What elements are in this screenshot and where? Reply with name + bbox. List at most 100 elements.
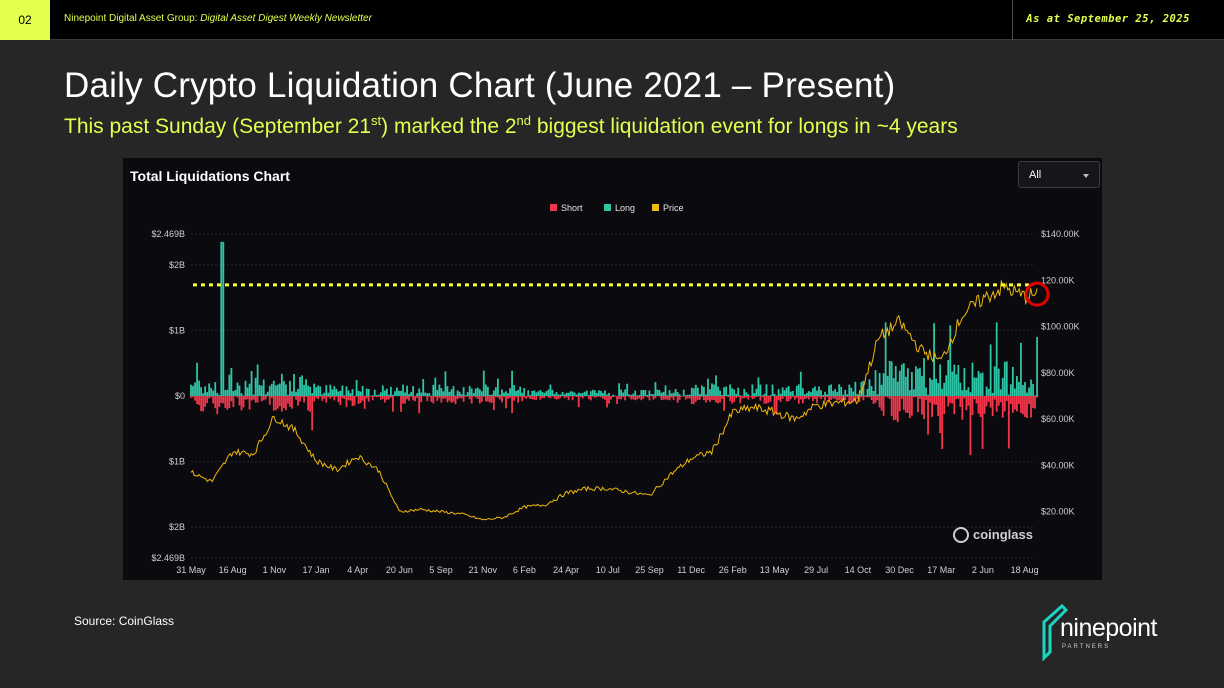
short-bar <box>727 396 730 397</box>
range-select[interactable]: All <box>1018 161 1100 188</box>
long-bar <box>908 390 911 396</box>
long-bar <box>497 378 499 396</box>
short-bar <box>278 396 281 407</box>
short-bar <box>480 396 483 402</box>
long-bar <box>604 390 606 396</box>
long-bar <box>666 395 669 396</box>
long-bar <box>355 379 358 396</box>
long-bar <box>597 390 600 396</box>
long-bar <box>836 391 839 396</box>
short-bar <box>1020 396 1022 413</box>
short-bar <box>587 396 590 400</box>
short-bar <box>456 396 459 400</box>
short-bar <box>262 396 265 401</box>
short-bar <box>250 396 253 401</box>
legend-swatch <box>652 204 659 211</box>
short-bar <box>375 396 378 398</box>
long-bar <box>719 390 721 396</box>
short-bar <box>287 396 289 404</box>
long-bar <box>499 394 501 396</box>
long-bar <box>743 388 746 396</box>
short-bar <box>428 396 431 397</box>
short-bar <box>789 396 792 400</box>
short-bar <box>636 396 639 400</box>
long-bar <box>999 389 1002 396</box>
left-tick-label: $2.469B <box>151 553 185 563</box>
short-bar <box>652 396 655 400</box>
long-bar <box>935 378 938 396</box>
long-bar <box>335 388 338 396</box>
short-bar <box>597 396 600 397</box>
short-bar <box>900 396 903 400</box>
long-bar <box>396 387 398 396</box>
long-bar <box>824 391 826 396</box>
short-bar <box>947 396 950 407</box>
short-bar <box>525 396 528 399</box>
long-bar <box>696 387 699 396</box>
long-bar <box>703 386 705 396</box>
left-tick-label: $0 <box>175 391 185 401</box>
long-bar <box>692 388 695 396</box>
short-bar <box>1034 396 1036 409</box>
short-bar <box>904 396 907 413</box>
right-tick-label: $60.00K <box>1041 414 1075 424</box>
long-bar <box>711 383 713 396</box>
short-bar <box>226 396 229 410</box>
long-bar <box>454 395 457 396</box>
x-tick-label: 13 May <box>760 565 790 575</box>
long-bar <box>755 388 758 396</box>
left-tick-label: $1B <box>169 325 185 335</box>
short-bar <box>848 396 851 405</box>
long-bar <box>803 394 806 396</box>
long-bar <box>1022 385 1024 396</box>
long-bar <box>1009 384 1012 396</box>
short-bar <box>870 396 873 401</box>
short-bar <box>763 396 766 404</box>
short-bar <box>797 396 800 404</box>
short-bar <box>408 396 410 401</box>
long-bar <box>765 384 768 396</box>
long-bar <box>814 386 816 396</box>
short-bar <box>474 396 477 398</box>
short-bar <box>369 396 372 398</box>
short-bar <box>410 396 413 397</box>
long-bar <box>862 380 865 396</box>
long-bar <box>591 389 594 396</box>
long-bar <box>989 344 992 396</box>
short-bar <box>1032 396 1034 408</box>
long-bar <box>585 390 588 396</box>
long-bar <box>379 392 382 396</box>
long-bar <box>933 323 935 396</box>
short-bar <box>670 396 673 398</box>
short-bar <box>232 396 235 408</box>
long-bar <box>801 388 804 396</box>
short-bar <box>765 396 768 404</box>
long-bar <box>654 382 657 396</box>
long-bar <box>963 367 966 396</box>
short-bar <box>519 396 522 397</box>
long-bar <box>226 389 229 396</box>
long-bar <box>472 393 475 396</box>
short-bar <box>709 396 711 402</box>
long-bar <box>886 375 889 396</box>
short-bar <box>818 396 820 398</box>
short-bar <box>353 396 356 406</box>
long-bar <box>575 394 578 396</box>
short-bar <box>299 396 301 402</box>
short-bar <box>878 396 881 408</box>
short-bar <box>678 396 681 400</box>
short-bar <box>492 396 495 410</box>
short-bar <box>898 396 901 412</box>
long-bar <box>278 383 281 396</box>
short-bar <box>1013 396 1016 410</box>
short-bar <box>270 396 273 398</box>
long-bar <box>991 392 994 396</box>
long-bar <box>628 394 631 396</box>
long-bar <box>505 391 507 396</box>
x-tick-label: 26 Feb <box>719 565 747 575</box>
long-bar <box>559 394 562 396</box>
short-bar <box>749 396 752 397</box>
long-bar <box>822 394 824 396</box>
long-bar <box>995 322 998 396</box>
long-bar <box>953 364 956 396</box>
